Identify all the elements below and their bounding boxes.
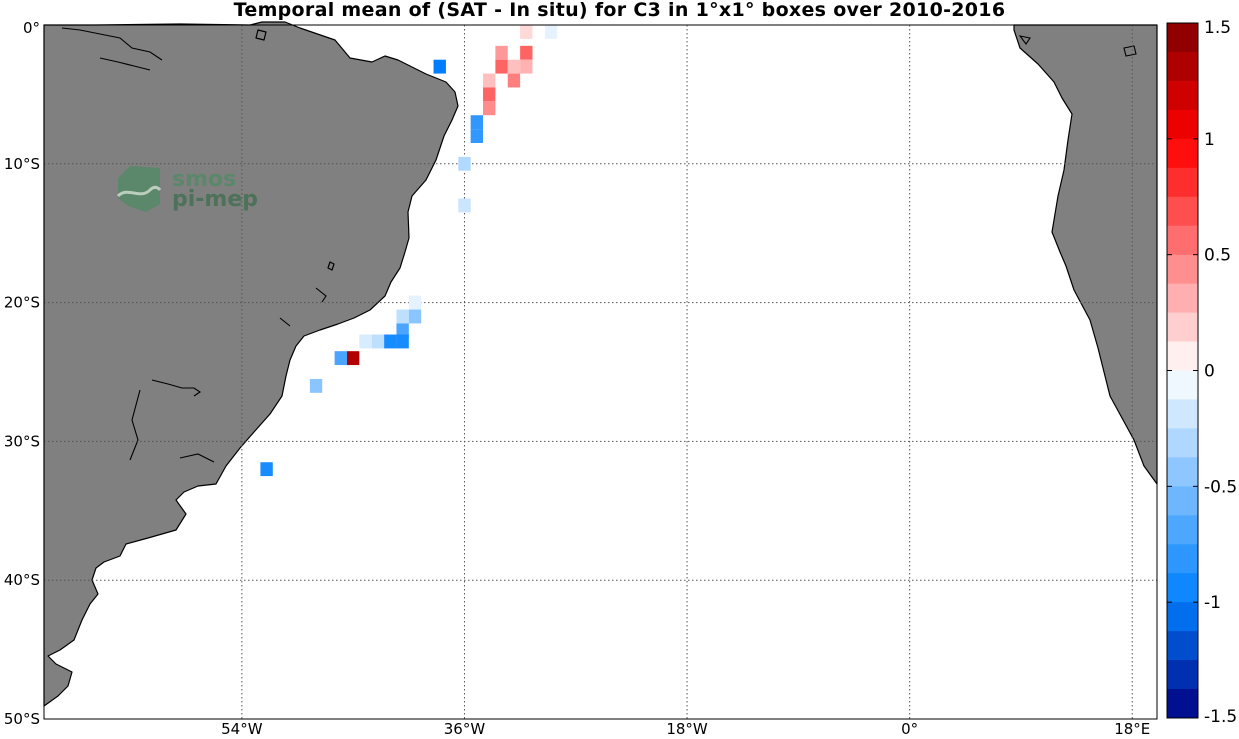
data-cell bbox=[309, 378, 323, 393]
latitude-labels: 0° 10°S 20°S 30°S 40°S 50°S bbox=[4, 19, 40, 728]
data-cell bbox=[396, 309, 409, 324]
colorbar-swatch bbox=[1167, 51, 1198, 82]
colorbar-swatch bbox=[1167, 370, 1198, 400]
longitude-tick-label: 0° bbox=[901, 720, 918, 738]
data-cell bbox=[483, 101, 496, 116]
colorbar: 1.5 1 0.5 0 -0.5 -1 -1.5 bbox=[1166, 18, 1237, 727]
colorbar-swatch bbox=[1167, 486, 1198, 516]
colorbar-swatch bbox=[1167, 631, 1198, 661]
colorbar-tick-label: -0.5 bbox=[1204, 477, 1237, 497]
data-cell bbox=[408, 309, 422, 324]
data-cell bbox=[520, 45, 533, 60]
latitude-tick-label: 30°S bbox=[4, 432, 40, 450]
lake-shore bbox=[279, 317, 291, 327]
data-cells bbox=[260, 25, 558, 477]
graticule bbox=[44, 25, 1157, 719]
data-cell bbox=[470, 115, 484, 130]
africa-landmass bbox=[1013, 24, 1158, 485]
data-cell bbox=[359, 334, 372, 349]
longitude-labels: 54°W 36°W 18°W 0° 18°E bbox=[221, 720, 1150, 738]
colorbar-swatch bbox=[1167, 138, 1198, 169]
colorbar-swatch bbox=[1167, 167, 1198, 198]
data-cell bbox=[495, 45, 508, 60]
colorbar-swatch bbox=[1167, 80, 1198, 111]
logo-text-pi-mep: pi-mep bbox=[172, 187, 258, 212]
longitude-tick-label: 18°W bbox=[666, 720, 708, 738]
data-cell bbox=[483, 87, 496, 102]
river-line bbox=[61, 27, 163, 61]
latitude-tick-label: 0° bbox=[23, 19, 40, 37]
colorbar-swatch bbox=[1167, 109, 1198, 140]
colorbar-swatch bbox=[1167, 660, 1198, 690]
latitude-tick-label: 50°S bbox=[4, 710, 40, 728]
data-cell bbox=[396, 323, 409, 338]
lake-shore bbox=[151, 379, 201, 397]
south-america-landmass bbox=[43, 21, 459, 707]
data-cell bbox=[483, 73, 496, 88]
logo-wave bbox=[116, 185, 162, 198]
colorbar-tick-label: -1.5 bbox=[1204, 707, 1237, 727]
colorbar-swatch bbox=[1167, 457, 1198, 487]
island-outline bbox=[1018, 35, 1031, 45]
data-cell bbox=[520, 25, 533, 39]
colorbar-swatch bbox=[1167, 689, 1198, 719]
longitude-tick-label: 36°W bbox=[444, 720, 486, 738]
data-cell bbox=[495, 59, 508, 74]
colorbar-swatch bbox=[1167, 196, 1198, 227]
data-cell bbox=[408, 295, 422, 310]
data-cell bbox=[458, 198, 471, 213]
colorbar-tick-label: 1.5 bbox=[1204, 18, 1231, 38]
colorbar-tick-label: 0.5 bbox=[1204, 246, 1231, 266]
longitude-tick-label: 54°W bbox=[221, 720, 263, 738]
data-cell bbox=[458, 156, 471, 171]
latitude-tick-label: 10°S bbox=[4, 155, 40, 173]
island bbox=[255, 29, 267, 41]
smos-pi-mep-logo: smos pi-mep bbox=[116, 166, 258, 212]
data-cell bbox=[520, 59, 533, 74]
river-line bbox=[99, 57, 151, 71]
colorbar-swatch bbox=[1167, 254, 1198, 285]
colorbar-swatch bbox=[1167, 573, 1198, 603]
map-title: Temporal mean of (SAT - In situ) for C3 … bbox=[233, 0, 1006, 21]
data-cell bbox=[346, 351, 360, 366]
data-cell bbox=[371, 334, 385, 349]
data-cell bbox=[544, 25, 558, 39]
colorbar-swatch bbox=[1167, 515, 1198, 545]
data-cell bbox=[396, 334, 409, 349]
data-cell bbox=[470, 129, 484, 143]
colorbar-swatch bbox=[1167, 225, 1198, 256]
latitude-tick-label: 20°S bbox=[4, 294, 40, 312]
colorbar-swatch bbox=[1167, 428, 1198, 458]
colorbar-tick-label: 1 bbox=[1204, 130, 1215, 150]
colorbar-swatch bbox=[1167, 312, 1198, 343]
colorbar-swatch bbox=[1167, 341, 1198, 371]
coastline-detail bbox=[61, 27, 1137, 463]
colorbar-tick-label: -1 bbox=[1204, 593, 1221, 613]
island bbox=[327, 261, 335, 271]
colorbar-swatch bbox=[1167, 544, 1198, 574]
data-cell bbox=[433, 59, 446, 74]
colorbar-swatch bbox=[1167, 23, 1198, 53]
data-cell bbox=[507, 73, 521, 88]
lake-shore bbox=[129, 389, 141, 461]
lake-shore bbox=[315, 287, 327, 303]
colorbar-tick-label: 0 bbox=[1204, 362, 1215, 382]
colorbar-swatch bbox=[1167, 399, 1198, 429]
logo-text-smos: smos bbox=[172, 167, 236, 192]
island-outline bbox=[1123, 45, 1137, 57]
logo-emblem bbox=[118, 166, 160, 212]
colorbar-swatch bbox=[1167, 283, 1198, 314]
land-layer bbox=[43, 21, 1158, 707]
latitude-tick-label: 40°S bbox=[4, 571, 40, 589]
map-frame bbox=[43, 24, 1158, 720]
data-cell bbox=[507, 59, 521, 74]
longitude-tick-label: 18°E bbox=[1114, 720, 1150, 738]
data-cell bbox=[260, 462, 273, 477]
colorbar-swatch bbox=[1167, 602, 1198, 632]
lake-shore bbox=[179, 453, 215, 463]
data-cell bbox=[334, 351, 347, 366]
data-cell bbox=[384, 334, 397, 349]
